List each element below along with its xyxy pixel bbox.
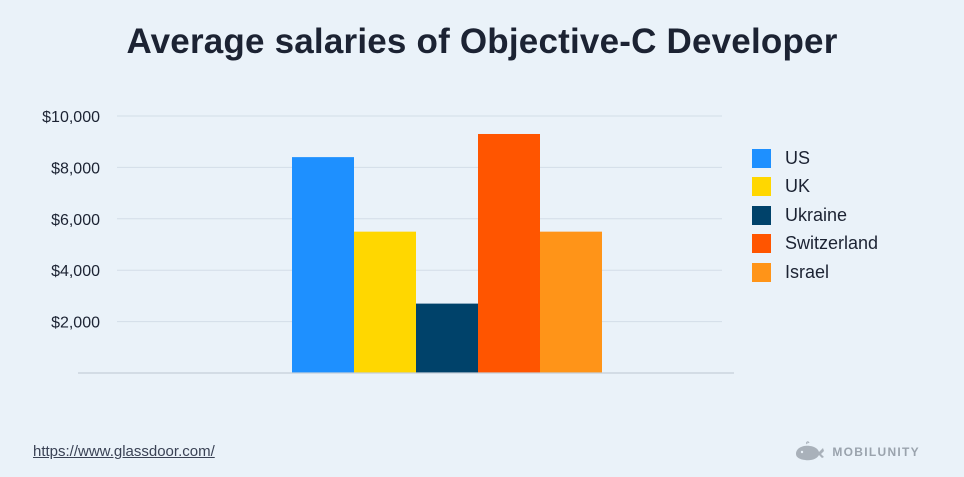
y-tick-label: $4,000 xyxy=(51,263,100,280)
source-link[interactable]: https://www.glassdoor.com/ xyxy=(33,443,215,460)
y-tick-label: $10,000 xyxy=(42,109,100,126)
brand-logo: MOBILUNITY xyxy=(794,441,920,463)
bar-us xyxy=(292,157,354,373)
legend-label: UK xyxy=(785,176,811,197)
brand-name: MOBILUNITY xyxy=(832,445,920,459)
legend-swatch xyxy=(752,205,771,225)
legend-item-uk: UK xyxy=(752,173,878,202)
legend-label: Ukraine xyxy=(785,204,848,225)
legend-label: Israel xyxy=(785,261,830,282)
legend-label: US xyxy=(785,147,811,168)
legend-item-us: US xyxy=(752,144,878,173)
legend-swatch xyxy=(752,148,771,168)
bar-ukraine xyxy=(416,303,478,373)
y-tick-label: $8,000 xyxy=(51,160,100,177)
legend-swatch xyxy=(752,262,771,282)
y-tick-label: $6,000 xyxy=(51,212,100,229)
chart-title: Average salaries of Objective-C Develope… xyxy=(126,22,838,61)
y-tick-label: $2,000 xyxy=(51,315,100,332)
legend-swatch xyxy=(752,234,771,254)
legend-swatch xyxy=(752,177,771,197)
bar-uk xyxy=(354,231,416,373)
legend-item-switzerland: Switzerland xyxy=(752,230,878,259)
legend-item-israel: Israel xyxy=(752,258,878,287)
chart-legend: US UK Ukraine Switzerland Israel xyxy=(752,144,878,287)
legend-label: Switzerland xyxy=(785,233,879,254)
bar-switzerland xyxy=(478,133,540,373)
whale-icon xyxy=(796,441,825,461)
bar-israel xyxy=(540,231,602,373)
legend-item-ukraine: Ukraine xyxy=(752,201,878,230)
